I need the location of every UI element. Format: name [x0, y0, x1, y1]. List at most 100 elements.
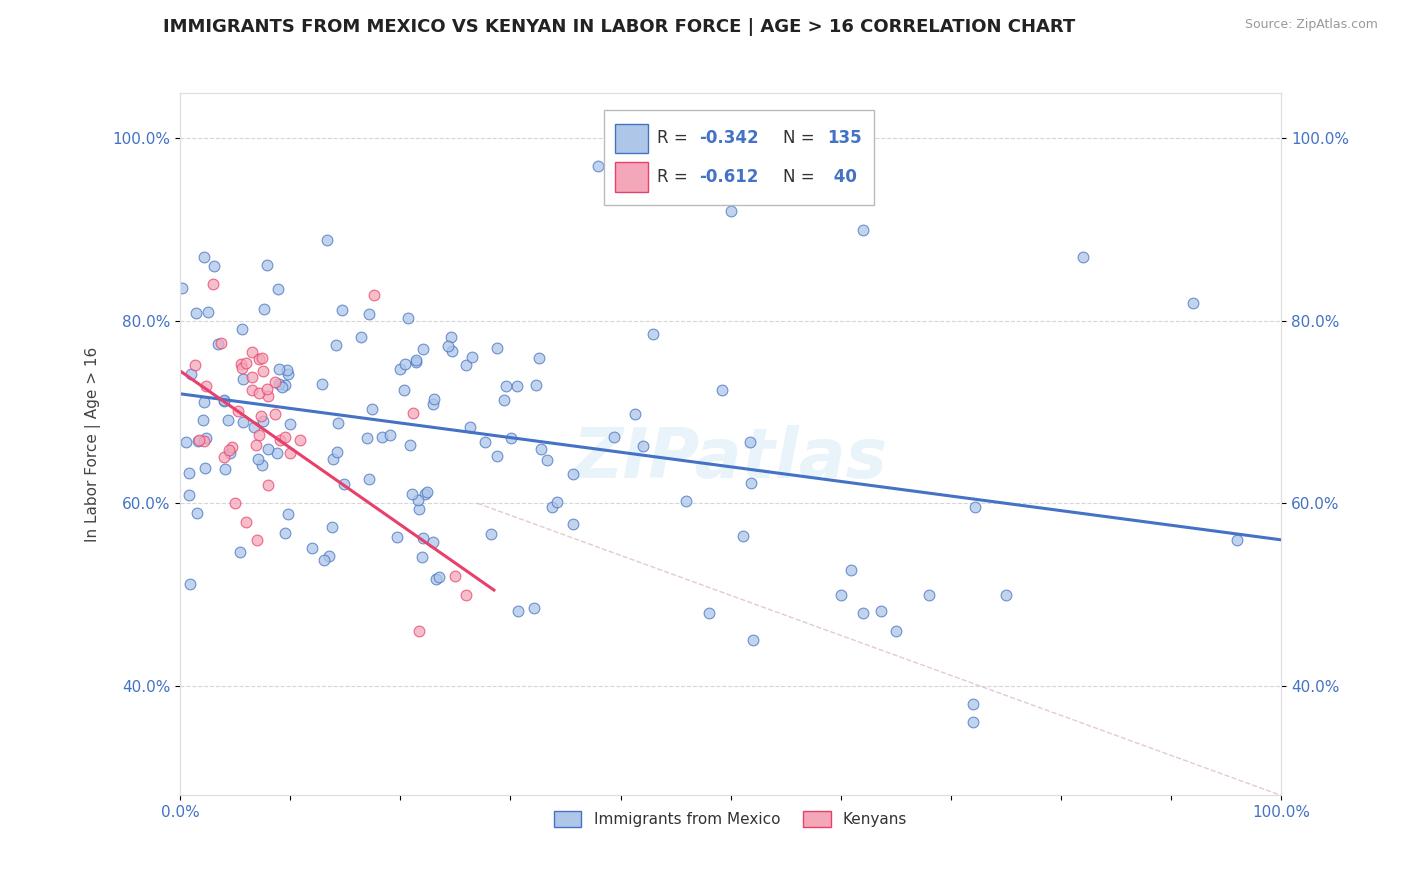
Text: N =: N =: [783, 168, 820, 186]
Point: [370, 430, 392, 444]
Point: [212, 393, 235, 408]
Point: [218, 446, 240, 460]
Point: [184, 306, 207, 320]
Point: [588, 159, 610, 173]
Point: [363, 288, 385, 302]
Point: [412, 531, 434, 545]
Text: Source: ZipAtlas.com: Source: ZipAtlas.com: [1244, 18, 1378, 31]
Point: [461, 350, 484, 364]
Point: [405, 353, 427, 368]
Point: [197, 304, 219, 318]
Point: [697, 606, 720, 620]
Point: [357, 307, 380, 321]
Point: [437, 339, 460, 353]
Point: [240, 370, 263, 384]
Point: [277, 507, 299, 521]
Point: [266, 446, 288, 460]
Point: [422, 534, 444, 549]
Point: [561, 516, 583, 531]
FancyBboxPatch shape: [614, 123, 648, 153]
Point: [257, 478, 280, 492]
Point: [252, 364, 274, 378]
Point: [359, 472, 381, 486]
Point: [529, 351, 551, 366]
Point: [235, 515, 257, 529]
Point: [388, 362, 411, 376]
Point: [413, 486, 436, 500]
Point: [193, 434, 215, 449]
FancyBboxPatch shape: [605, 111, 873, 205]
Point: [486, 341, 509, 355]
Point: [444, 569, 467, 583]
Legend: Immigrants from Mexico, Kenyans: Immigrants from Mexico, Kenyans: [548, 805, 914, 833]
Point: [276, 363, 298, 377]
Point: [962, 697, 984, 711]
Point: [360, 401, 382, 416]
Point: [720, 204, 742, 219]
Point: [918, 588, 941, 602]
Text: N =: N =: [783, 129, 820, 147]
Point: [217, 413, 239, 427]
Point: [177, 466, 200, 480]
Point: [356, 431, 378, 445]
Point: [330, 303, 353, 318]
Point: [194, 431, 217, 445]
Point: [170, 281, 193, 295]
Point: [278, 417, 301, 431]
Point: [440, 343, 463, 358]
Point: [494, 392, 516, 407]
Point: [841, 563, 863, 577]
Point: [495, 378, 517, 392]
Point: [411, 550, 433, 565]
Point: [623, 407, 645, 421]
Point: [243, 420, 266, 434]
Point: [546, 495, 568, 509]
Point: [641, 326, 664, 341]
Text: R =: R =: [657, 129, 693, 147]
Point: [603, 430, 626, 444]
Point: [270, 380, 292, 394]
Point: [416, 485, 439, 500]
Point: [193, 250, 215, 264]
Point: [412, 342, 434, 356]
Point: [235, 356, 257, 370]
Point: [316, 233, 339, 247]
Point: [221, 440, 243, 454]
Point: [256, 442, 278, 457]
Point: [405, 354, 427, 368]
Point: [440, 330, 463, 344]
Point: [240, 383, 263, 397]
Text: 40: 40: [828, 168, 856, 186]
Point: [245, 437, 267, 451]
Point: [523, 601, 546, 615]
Point: [301, 541, 323, 556]
Point: [187, 433, 209, 447]
Point: [231, 357, 253, 371]
Point: [247, 352, 270, 367]
Point: [212, 450, 235, 464]
Point: [269, 434, 291, 448]
Point: [264, 376, 287, 390]
Point: [731, 529, 754, 543]
Point: [229, 545, 252, 559]
Point: [454, 358, 477, 372]
Point: [852, 222, 875, 236]
Point: [1226, 533, 1249, 547]
Point: [740, 476, 762, 491]
Point: [202, 260, 225, 274]
Point: [738, 435, 761, 450]
Point: [501, 431, 523, 445]
Point: [387, 530, 409, 544]
Point: [486, 449, 509, 463]
Point: [561, 467, 583, 482]
Point: [224, 496, 246, 510]
Point: [325, 338, 347, 352]
Point: [830, 588, 852, 602]
Point: [326, 444, 349, 458]
Point: [231, 361, 253, 376]
Point: [247, 452, 270, 467]
Point: [252, 351, 274, 365]
Y-axis label: In Labor Force | Age > 16: In Labor Force | Age > 16: [86, 346, 101, 541]
Point: [962, 715, 984, 730]
Point: [191, 413, 214, 427]
